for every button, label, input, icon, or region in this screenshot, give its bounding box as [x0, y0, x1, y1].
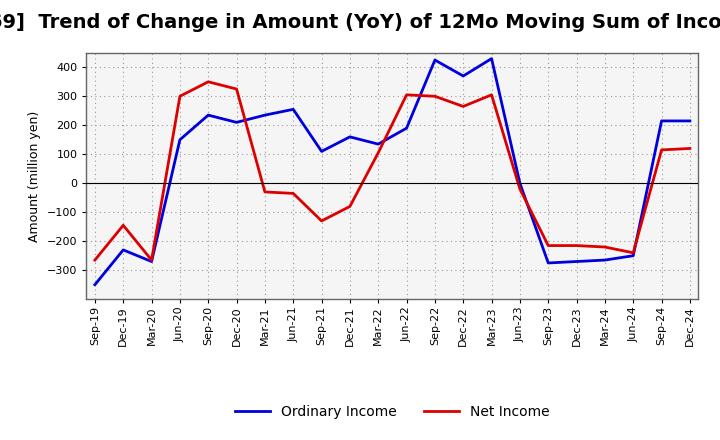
Ordinary Income [148, 259, 156, 264]
Ordinary Income [289, 106, 297, 112]
Net Income [431, 94, 439, 99]
Net Income [148, 257, 156, 263]
Line: Net Income: Net Income [95, 82, 690, 260]
Net Income [261, 189, 269, 194]
Net Income [459, 104, 467, 109]
Line: Ordinary Income: Ordinary Income [95, 59, 690, 285]
Net Income [289, 191, 297, 196]
Net Income [374, 150, 382, 155]
Ordinary Income [119, 247, 127, 253]
Net Income [233, 86, 241, 92]
Net Income [572, 243, 581, 248]
Net Income [487, 92, 496, 98]
Ordinary Income [402, 125, 411, 131]
Ordinary Income [374, 142, 382, 147]
Net Income [685, 146, 694, 151]
Net Income [346, 204, 354, 209]
Net Income [544, 243, 552, 248]
Net Income [600, 244, 609, 249]
Ordinary Income [431, 57, 439, 62]
Net Income [119, 223, 127, 228]
Text: [6069]  Trend of Change in Amount (YoY) of 12Mo Moving Sum of Incomes: [6069] Trend of Change in Amount (YoY) o… [0, 13, 720, 32]
Net Income [318, 218, 326, 224]
Net Income [91, 257, 99, 263]
Ordinary Income [233, 120, 241, 125]
Ordinary Income [629, 253, 637, 258]
Net Income [629, 250, 637, 256]
Legend: Ordinary Income, Net Income: Ordinary Income, Net Income [230, 400, 555, 425]
Net Income [176, 94, 184, 99]
Ordinary Income [544, 260, 552, 266]
Ordinary Income [318, 149, 326, 154]
Ordinary Income [487, 56, 496, 61]
Ordinary Income [600, 257, 609, 263]
Ordinary Income [657, 118, 666, 124]
Ordinary Income [261, 113, 269, 118]
Ordinary Income [176, 137, 184, 143]
Ordinary Income [204, 113, 212, 118]
Net Income [516, 187, 524, 192]
Y-axis label: Amount (million yen): Amount (million yen) [28, 110, 41, 242]
Net Income [657, 147, 666, 153]
Ordinary Income [459, 73, 467, 79]
Ordinary Income [516, 180, 524, 186]
Net Income [402, 92, 411, 98]
Ordinary Income [91, 282, 99, 287]
Ordinary Income [572, 259, 581, 264]
Net Income [204, 79, 212, 84]
Ordinary Income [685, 118, 694, 124]
Ordinary Income [346, 134, 354, 139]
